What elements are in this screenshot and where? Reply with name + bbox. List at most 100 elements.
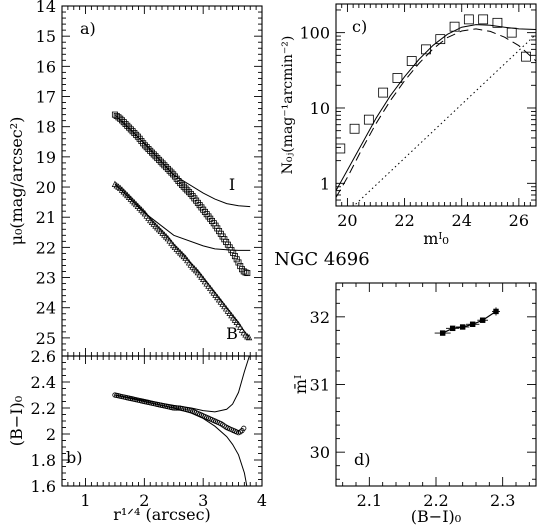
panel-c-dashed-line <box>336 28 536 198</box>
panel-a-ytick-label: 23 <box>36 269 56 288</box>
panel-c-point <box>492 17 503 28</box>
panel-d-xtick-label: 2.1 <box>357 491 382 510</box>
panel-a-point <box>119 117 126 124</box>
panel-d-point <box>479 317 486 323</box>
panel-d: 30 31 32 2.1 2.2 2.3 d) m̄ᴵ (B−I)₀ <box>291 282 537 526</box>
panel-d-ytick-label: 30 <box>310 443 330 462</box>
panel-a-point <box>238 326 246 333</box>
panel-a-point <box>163 164 170 171</box>
panel-a-point <box>156 156 163 163</box>
panel-c-xtick-label: 26 <box>509 211 529 230</box>
panel-c-solid-line <box>336 24 536 191</box>
panel-c-xtick-label: 22 <box>394 211 414 230</box>
panel-a-point <box>184 187 191 194</box>
panel-a-point <box>129 128 136 135</box>
panel-a-point <box>233 256 240 263</box>
panel-c-dotted-line <box>352 33 536 206</box>
panel-c-point <box>378 87 389 98</box>
panel-b-ytick-label: 2.6 <box>31 347 56 366</box>
panel-b-ytick-label: 2.4 <box>31 373 56 392</box>
panel-d-ylabel: m̄ᴵ <box>291 375 310 394</box>
panel-a-ytick-label: 14 <box>36 0 56 16</box>
panel-d-point <box>459 324 466 330</box>
panel-c-point <box>406 56 417 66</box>
panel-a-point <box>134 133 141 140</box>
panel-a-ytick-label: 17 <box>36 88 56 107</box>
panel-b-envelope <box>114 356 250 413</box>
panel-a-point <box>147 147 154 154</box>
panel-a-point <box>180 183 187 190</box>
panel-a-curve-label-b: B <box>226 324 238 343</box>
panel-c-ylabel: N₀ⱼ(mag⁻¹arcmin⁻²) <box>280 36 296 175</box>
panel-a-point <box>145 146 152 153</box>
panel-b-frame <box>61 355 263 487</box>
panel-b-xtick-label: 1 <box>80 491 90 510</box>
panel-a-point <box>152 153 159 160</box>
panel-a-point <box>133 131 140 138</box>
panel-c-xtick-label: 20 <box>337 211 357 230</box>
panel-c-point <box>392 73 403 83</box>
panel-c-ytick-label: 1 <box>320 174 330 193</box>
panel-a-point <box>143 144 150 151</box>
panel-a-ytick-label: 18 <box>36 118 56 137</box>
panel-c-point <box>506 27 517 38</box>
panel-a-point <box>177 180 184 187</box>
panel-b-point <box>172 405 178 411</box>
panel-a-point <box>238 266 245 273</box>
panel-b-plot-area <box>112 356 250 486</box>
panel-a-point <box>240 268 247 275</box>
panel-c-point <box>349 123 360 134</box>
panel-a-point <box>242 269 249 276</box>
panel-d-point <box>469 321 476 327</box>
panel-a-point <box>178 181 185 188</box>
panel-a-point <box>187 190 194 197</box>
panel-a-point <box>175 177 182 184</box>
panel-b-tag: b) <box>66 448 82 467</box>
panel-a-ytick-label: 19 <box>36 148 56 167</box>
panel-a-point <box>159 160 166 167</box>
panel-c-plot-area <box>336 14 536 206</box>
panel-c-xlabel: mᴵ₀ <box>423 229 449 248</box>
panel-a-point <box>235 259 242 266</box>
panel-a-point <box>157 158 164 165</box>
panel-c-point <box>463 14 474 25</box>
panel-c: 1 10 100 20 22 24 26 c) N₀ⱼ(mag⁻¹arcmin⁻²) mᴵ₀ <box>280 3 537 248</box>
panel-a-point <box>115 114 122 121</box>
panel-a-ylabel: μ₀(mag/arcsec²) <box>7 117 26 246</box>
panel-b-xlabel: r¹ᐟ⁴ (arcsec) <box>113 505 211 524</box>
panel-a-point <box>245 333 253 341</box>
panel-a: 14 15 16 17 18 19 20 21 22 23 24 25 a) μ₀(mag/arcsec²… <box>7 0 263 357</box>
panel-c-point <box>421 44 431 55</box>
panel-a-ytick-label: 20 <box>36 178 56 197</box>
panel-b-xtick-label: 4 <box>257 491 267 510</box>
panel-d-ytick-label: 32 <box>310 308 330 327</box>
panel-b-point <box>174 405 180 411</box>
panel-a-point <box>237 323 244 330</box>
panel-c-point <box>478 14 489 25</box>
panel-d-point <box>449 325 456 332</box>
panel-a-point <box>230 249 237 256</box>
panel-a-point <box>126 124 133 131</box>
panel-d-point <box>493 308 499 315</box>
panel-a-point <box>166 167 173 174</box>
panel-a-point <box>120 119 127 126</box>
panel-a-point <box>237 263 244 270</box>
panel-a-point <box>140 140 147 147</box>
panel-b-ytick-label: 2 <box>46 425 56 444</box>
panel-a-point <box>244 270 251 277</box>
panel-a-point <box>168 169 175 176</box>
panel-a-point <box>117 115 124 122</box>
panel-c-point <box>521 51 531 62</box>
panel-a-point <box>154 155 161 162</box>
panel-b-ylabel: (B−I)₀ <box>7 396 26 446</box>
panel-a-point <box>131 130 138 137</box>
panel-c-tag: c) <box>352 17 367 36</box>
panel-a-ytick-label: 24 <box>36 299 56 318</box>
panel-a-point <box>148 149 155 156</box>
panel-b-ytick-label: 1.8 <box>31 451 56 470</box>
panel-a-point <box>122 120 129 127</box>
panel-c-ytick-label: 10 <box>310 99 330 118</box>
panel-c-ytick-label: 100 <box>299 24 330 43</box>
panel-a-curve-label-i: I <box>229 175 235 194</box>
panel-a-point <box>150 151 157 158</box>
